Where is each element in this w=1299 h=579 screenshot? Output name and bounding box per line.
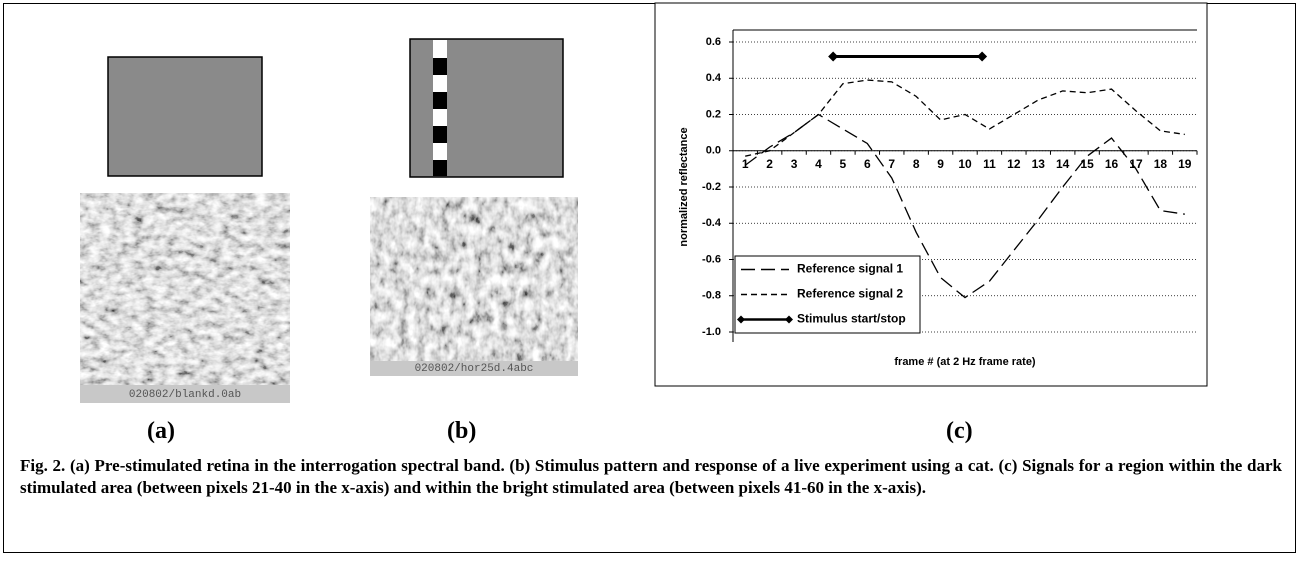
x-tick-label: 2 — [766, 157, 773, 171]
x-tick-label: 10 — [958, 157, 972, 171]
stimulus-blank — [107, 56, 263, 177]
panel-label: (c) — [946, 418, 973, 444]
marker — [977, 51, 988, 62]
x-axis-label: frame # (at 2 Hz frame rate) — [894, 356, 1036, 368]
x-tick-label: 17 — [1129, 157, 1143, 171]
x-tick-label: 11 — [983, 157, 996, 171]
x-tick-label: 13 — [1032, 157, 1046, 171]
image-caption-strip — [370, 361, 578, 376]
y-tick-label: -0.8 — [702, 290, 721, 302]
x-tick-label: 6 — [864, 157, 871, 171]
x-tick-label: 3 — [791, 157, 798, 171]
y-axis-label: normalized reflectance — [678, 127, 690, 246]
y-tick-label: 0.4 — [706, 72, 722, 84]
x-tick-label: 5 — [840, 157, 847, 171]
x-tick-label: 15 — [1080, 157, 1094, 171]
figure-caption: Fig. 2. (a) Pre-stimulated retina in the… — [20, 456, 1282, 497]
y-tick-label: -0.2 — [702, 181, 721, 193]
retina-image — [80, 193, 290, 385]
panel-label: (b) — [447, 418, 477, 444]
y-tick-label: -0.6 — [702, 253, 721, 265]
y-tick-label: -0.4 — [702, 217, 722, 229]
x-tick-label: 19 — [1178, 157, 1192, 171]
series-line — [745, 79, 1185, 157]
legend-label: Reference signal 1 — [797, 262, 903, 276]
x-tick-label: 12 — [1007, 157, 1021, 171]
figure: 020802/blankd.0ab 020802/hor25d.4abc 0.6… — [80, 2, 1208, 403]
y-tick-label: 0.0 — [706, 145, 721, 157]
y-tick-label: 0.2 — [706, 108, 721, 120]
x-tick-label: 14 — [1056, 157, 1070, 171]
x-tick-label: 18 — [1154, 157, 1168, 171]
chart: 0.60.40.20.0-0.2-0.4-0.6-0.8-1.01 2 3 4 5 6 7 8… — [678, 29, 1198, 368]
stimulus-pattern — [409, 38, 564, 178]
y-tick-label: -1.0 — [702, 326, 721, 338]
x-tick-label: 8 — [913, 157, 920, 171]
panel-label: (a) — [147, 418, 175, 444]
legend-marker — [737, 315, 745, 324]
legend-marker — [785, 315, 793, 324]
image-caption: 020802/blankd.0ab — [129, 389, 241, 401]
x-tick-label: 4 — [815, 157, 822, 171]
legend-label: Stimulus start/stop — [797, 312, 906, 326]
checker-bar — [433, 40, 447, 176]
marker — [828, 51, 839, 62]
x-tick-label: 16 — [1105, 157, 1119, 171]
x-tick-label: 7 — [888, 157, 895, 171]
x-tick-label: 9 — [937, 157, 944, 171]
image-caption: 020802/hor25d.4abc — [415, 363, 534, 375]
x-tick-label: 1 — [742, 157, 749, 171]
image-caption-strip — [80, 385, 290, 403]
retina-response-image — [370, 197, 578, 361]
y-tick-label: 0.6 — [706, 36, 721, 48]
figure-frame — [3, 3, 1296, 553]
legend-label: Reference signal 2 — [797, 287, 903, 301]
